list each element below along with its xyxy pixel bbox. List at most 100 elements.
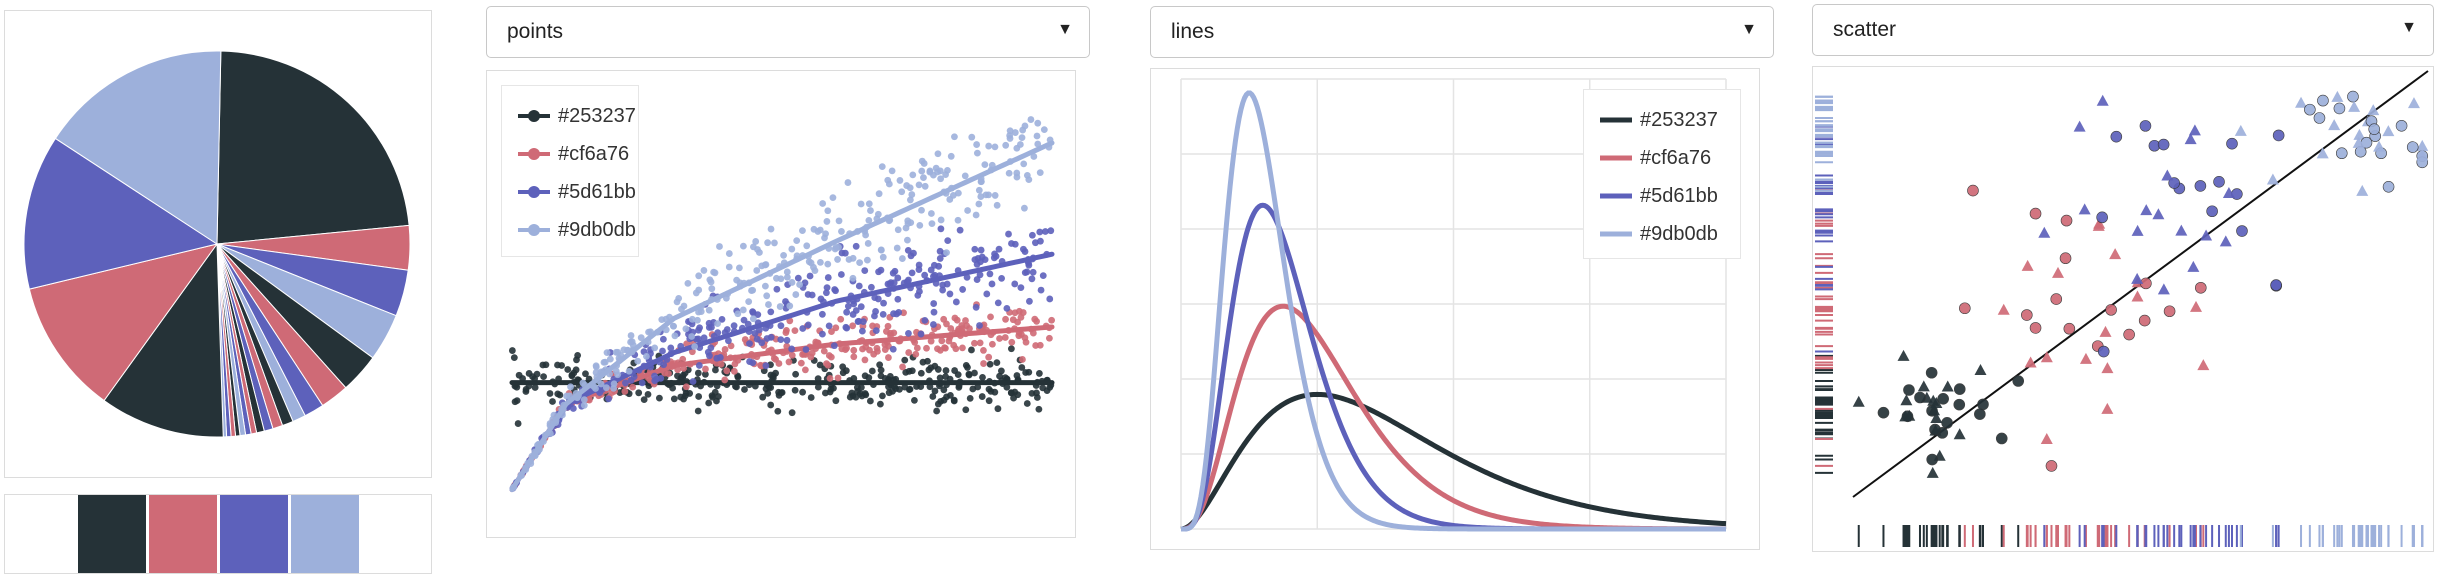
data-point bbox=[905, 386, 913, 394]
data-point bbox=[542, 361, 550, 369]
data-point bbox=[2395, 119, 2408, 132]
data-point bbox=[844, 179, 852, 186]
data-point bbox=[894, 226, 902, 234]
data-point bbox=[2367, 104, 2380, 116]
data-point bbox=[992, 252, 1000, 260]
data-point bbox=[807, 394, 815, 401]
data-point bbox=[688, 315, 696, 323]
chart-type-select-scatter[interactable]: scatter ▼ bbox=[1812, 4, 2434, 56]
data-point bbox=[865, 217, 873, 224]
data-point bbox=[2407, 97, 2420, 109]
data-point bbox=[856, 390, 864, 398]
data-point bbox=[976, 322, 983, 329]
data-point bbox=[1037, 286, 1045, 294]
series-line bbox=[1180, 90, 1726, 532]
data-point bbox=[1959, 302, 1971, 315]
data-point bbox=[843, 324, 851, 332]
data-point bbox=[977, 246, 985, 254]
data-point bbox=[942, 344, 949, 352]
scatter-chart bbox=[1815, 70, 2429, 547]
data-point bbox=[1001, 334, 1009, 341]
data-point bbox=[829, 194, 837, 202]
data-point bbox=[878, 163, 886, 171]
data-point bbox=[567, 383, 574, 391]
data-point bbox=[940, 315, 948, 323]
data-point bbox=[929, 393, 937, 400]
chart-type-select-lines[interactable]: lines ▼ bbox=[1150, 6, 1774, 58]
data-point bbox=[900, 309, 907, 317]
data-point bbox=[622, 379, 629, 387]
data-point bbox=[714, 329, 722, 337]
data-point bbox=[1014, 391, 1022, 399]
data-point bbox=[972, 211, 980, 219]
data-point bbox=[734, 373, 742, 381]
data-point bbox=[871, 294, 879, 301]
data-point bbox=[843, 308, 851, 316]
data-point bbox=[765, 301, 772, 308]
data-point bbox=[2348, 100, 2361, 112]
data-point bbox=[872, 327, 880, 335]
data-point bbox=[889, 345, 897, 353]
data-point bbox=[943, 280, 951, 288]
color-swatch bbox=[149, 495, 217, 573]
data-point bbox=[930, 321, 937, 328]
data-point bbox=[786, 317, 794, 325]
data-point bbox=[806, 272, 814, 280]
data-point bbox=[734, 310, 742, 318]
series-line bbox=[1180, 391, 1727, 532]
data-point bbox=[907, 219, 915, 226]
data-point bbox=[1036, 341, 1044, 349]
data-point bbox=[788, 351, 796, 359]
data-point bbox=[2333, 102, 2346, 115]
data-point bbox=[955, 325, 963, 333]
data-point bbox=[627, 338, 635, 346]
data-point bbox=[1953, 428, 1966, 440]
data-point bbox=[1020, 245, 1027, 253]
data-point bbox=[2105, 304, 2117, 316]
data-point bbox=[915, 266, 923, 273]
data-point bbox=[1930, 412, 1943, 424]
data-point bbox=[592, 363, 600, 371]
color-swatch bbox=[5, 495, 73, 573]
data-point bbox=[788, 409, 796, 417]
data-point bbox=[983, 290, 991, 298]
data-point bbox=[763, 292, 771, 300]
data-point bbox=[875, 190, 883, 198]
data-point bbox=[2347, 90, 2359, 103]
data-point bbox=[898, 188, 906, 196]
data-point bbox=[830, 384, 837, 392]
data-point bbox=[852, 242, 860, 250]
data-point bbox=[876, 361, 884, 369]
data-point bbox=[582, 370, 589, 378]
data-point bbox=[788, 245, 796, 253]
data-point bbox=[912, 350, 920, 358]
data-point bbox=[1013, 372, 1021, 379]
data-point bbox=[655, 394, 663, 402]
data-point bbox=[1929, 423, 1941, 436]
data-point bbox=[2219, 235, 2232, 247]
data-point bbox=[1974, 364, 1987, 376]
data-point bbox=[1039, 384, 1047, 392]
data-point bbox=[1036, 228, 1044, 236]
data-point bbox=[606, 355, 614, 363]
data-point bbox=[823, 289, 830, 297]
data-point bbox=[2021, 259, 2034, 271]
data-point bbox=[725, 263, 733, 271]
chart-type-select-points[interactable]: points ▼ bbox=[486, 6, 1090, 58]
data-point bbox=[973, 141, 981, 148]
data-point bbox=[962, 406, 970, 414]
data-point bbox=[956, 226, 964, 234]
data-point bbox=[2073, 120, 2086, 132]
color-swatch-bar bbox=[4, 494, 432, 574]
data-point bbox=[834, 256, 841, 263]
data-point bbox=[2052, 266, 2065, 278]
data-point bbox=[788, 279, 796, 286]
data-point bbox=[2194, 281, 2207, 294]
data-point bbox=[837, 315, 845, 323]
pie-slice bbox=[54, 50, 222, 245]
data-point bbox=[510, 354, 518, 362]
data-point bbox=[997, 367, 1005, 375]
data-point bbox=[807, 259, 815, 267]
data-point bbox=[621, 388, 629, 395]
data-point bbox=[866, 397, 874, 405]
